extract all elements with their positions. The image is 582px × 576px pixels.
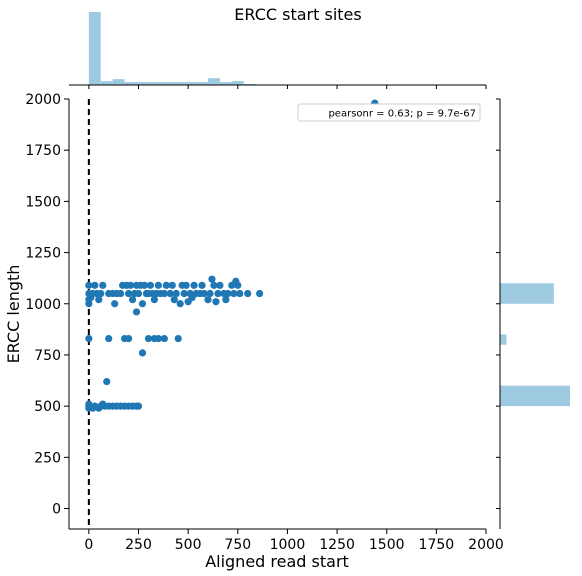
scatter-point [234,281,242,289]
scatter-point [138,300,147,308]
x-tick-label: 0 [84,537,93,553]
scatter-point [160,334,168,343]
right-marginal-histogram [500,283,570,407]
scatter-point [200,289,208,298]
scatter-point [174,334,182,343]
x-ticks: 0 250 500 750 1000 1250 1500 1750 2000 [84,529,504,553]
scatter-point [95,296,103,304]
x-tick-label: 500 [175,537,202,553]
y-tick-label: 0 [52,502,61,518]
top-histogram-bar [148,82,161,85]
y-tick-label: 1250 [25,246,61,262]
y-axis-label: ERCC length [4,265,23,364]
y-tick-label: 250 [34,450,61,466]
top-histogram-bar [88,12,101,85]
scatter-point [154,281,162,289]
scatter-point [214,289,222,298]
top-histogram-bar [219,82,232,85]
scatter-point [111,300,119,308]
scatter-point [162,281,170,289]
y-tick-label: 750 [34,348,61,364]
marginal-ticks [88,85,500,510]
scatter-point [256,289,264,298]
scatter-point [85,334,93,343]
scatter-point [230,289,238,298]
legend: pearsonr = 0.63; p = 9.7e-67 [297,103,481,122]
scatter-point [138,349,147,357]
scatter-point [132,308,141,316]
top-histogram-bar [100,81,113,85]
scatter-point [168,281,176,289]
right-histogram-bar [500,283,554,304]
scatter-point [140,281,149,289]
x-tick-label: 250 [125,537,152,553]
y-tick-label: 500 [34,399,61,415]
top-histogram-bar [172,82,185,85]
legend-box [297,103,481,122]
y-tick-label: 1000 [25,297,61,313]
scatter-point [224,289,232,298]
scatter-point [180,289,188,298]
scatter-point [182,281,190,289]
top-histogram-bar [136,82,149,85]
x-tick-label: 2000 [468,537,504,553]
y-ticks: 0 250 500 750 1000 1250 1500 1750 2000 [25,92,69,518]
scatter-point [85,281,93,289]
top-histogram-bar [208,78,220,85]
scatter-point [144,334,153,343]
scatter-point [128,296,137,304]
x-tick-label: 750 [224,537,251,553]
scatter-point [160,289,168,298]
scatter-point [176,300,184,308]
scatter-point [170,296,178,304]
top-histogram-bar [231,81,244,85]
top-histogram-bar [124,82,137,85]
scatter-point [134,402,143,410]
scatter-point [172,289,180,298]
x-tick-label: 1000 [270,537,306,553]
scatter-point [210,281,218,289]
scatter-point [99,281,107,289]
scatter-point [124,289,133,298]
scatter-point [208,275,216,283]
scatter-point [166,289,174,298]
top-histogram-bar [160,82,173,85]
scatter-point [146,281,155,289]
top-histogram-bar [196,82,208,85]
scatter-point [236,289,244,298]
right-histogram-bar [500,385,570,407]
scatter-point [244,289,252,298]
scatter-point [212,298,220,306]
scatter-points [85,99,379,412]
x-tick-label: 1250 [319,537,355,553]
chart-title: ERCC start sites [234,5,361,24]
scatter-point [150,296,158,304]
scatter-point [198,281,206,289]
scatter-point [105,334,113,343]
scatter-point [124,334,133,343]
y-tick-label: 1500 [25,194,61,210]
y-tick-label: 2000 [25,92,61,108]
scatter-point [91,281,99,289]
scatter-point [206,289,214,298]
scatter-point [216,281,224,289]
top-histogram-bar [184,82,197,85]
scatter-point [126,281,135,289]
top-histogram-bar [112,79,125,85]
scatter-point [222,296,230,304]
scatter-point [97,289,105,298]
x-tick-label: 1500 [369,537,405,553]
scatter-point [204,296,212,304]
scatter-point [154,334,162,343]
y-tick-label: 1750 [25,143,61,159]
scatter-point [117,289,125,298]
scatter-point [134,289,143,298]
scatter-point [190,281,198,289]
scatter-point [103,377,111,386]
x-axis-label: Aligned read start [205,552,349,571]
x-tick-label: 1750 [419,537,455,553]
legend-annotation: pearsonr = 0.63; p = 9.7e-67 [328,109,476,120]
right-histogram-bar [500,334,507,345]
